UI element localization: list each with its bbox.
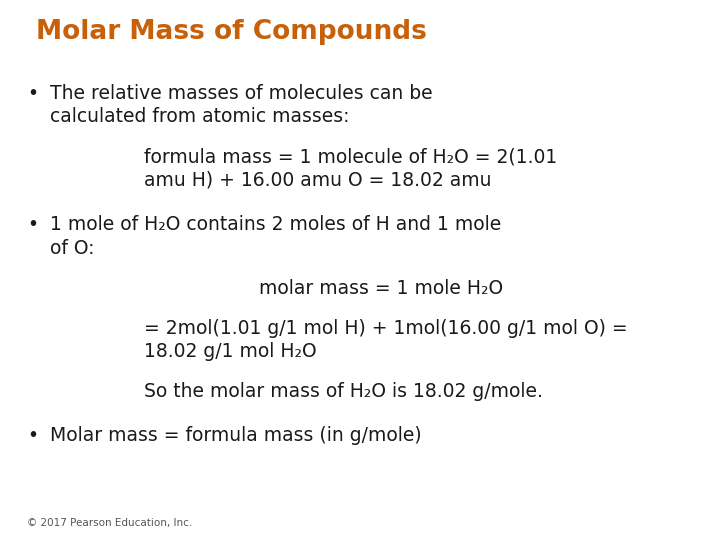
Text: molar mass = 1 mole H₂O: molar mass = 1 mole H₂O	[259, 279, 503, 298]
Text: •: •	[27, 426, 38, 445]
Text: Molar mass = formula mass (in g/mole): Molar mass = formula mass (in g/mole)	[50, 426, 422, 445]
Text: 1 mole of H₂O contains 2 moles of H and 1 mole
of O:: 1 mole of H₂O contains 2 moles of H and …	[50, 215, 502, 258]
Text: formula mass = 1 molecule of H₂O = 2(1.01
amu H) + 16.00 amu O = 18.02 amu: formula mass = 1 molecule of H₂O = 2(1.0…	[144, 147, 557, 190]
Text: © 2017 Pearson Education, Inc.: © 2017 Pearson Education, Inc.	[27, 518, 193, 528]
Text: So the molar mass of H₂O is 18.02 g/mole.: So the molar mass of H₂O is 18.02 g/mole…	[144, 382, 543, 401]
Text: •: •	[27, 215, 38, 234]
Text: •: •	[27, 84, 38, 103]
Text: Molar Mass of Compounds: Molar Mass of Compounds	[36, 19, 427, 45]
Text: = 2mol(1.01 g/1 mol H) + 1mol(16.00 g/1 mol O) =
18.02 g/1 mol H₂O: = 2mol(1.01 g/1 mol H) + 1mol(16.00 g/1 …	[144, 319, 628, 361]
Text: The relative masses of molecules can be
calculated from atomic masses:: The relative masses of molecules can be …	[50, 84, 433, 126]
